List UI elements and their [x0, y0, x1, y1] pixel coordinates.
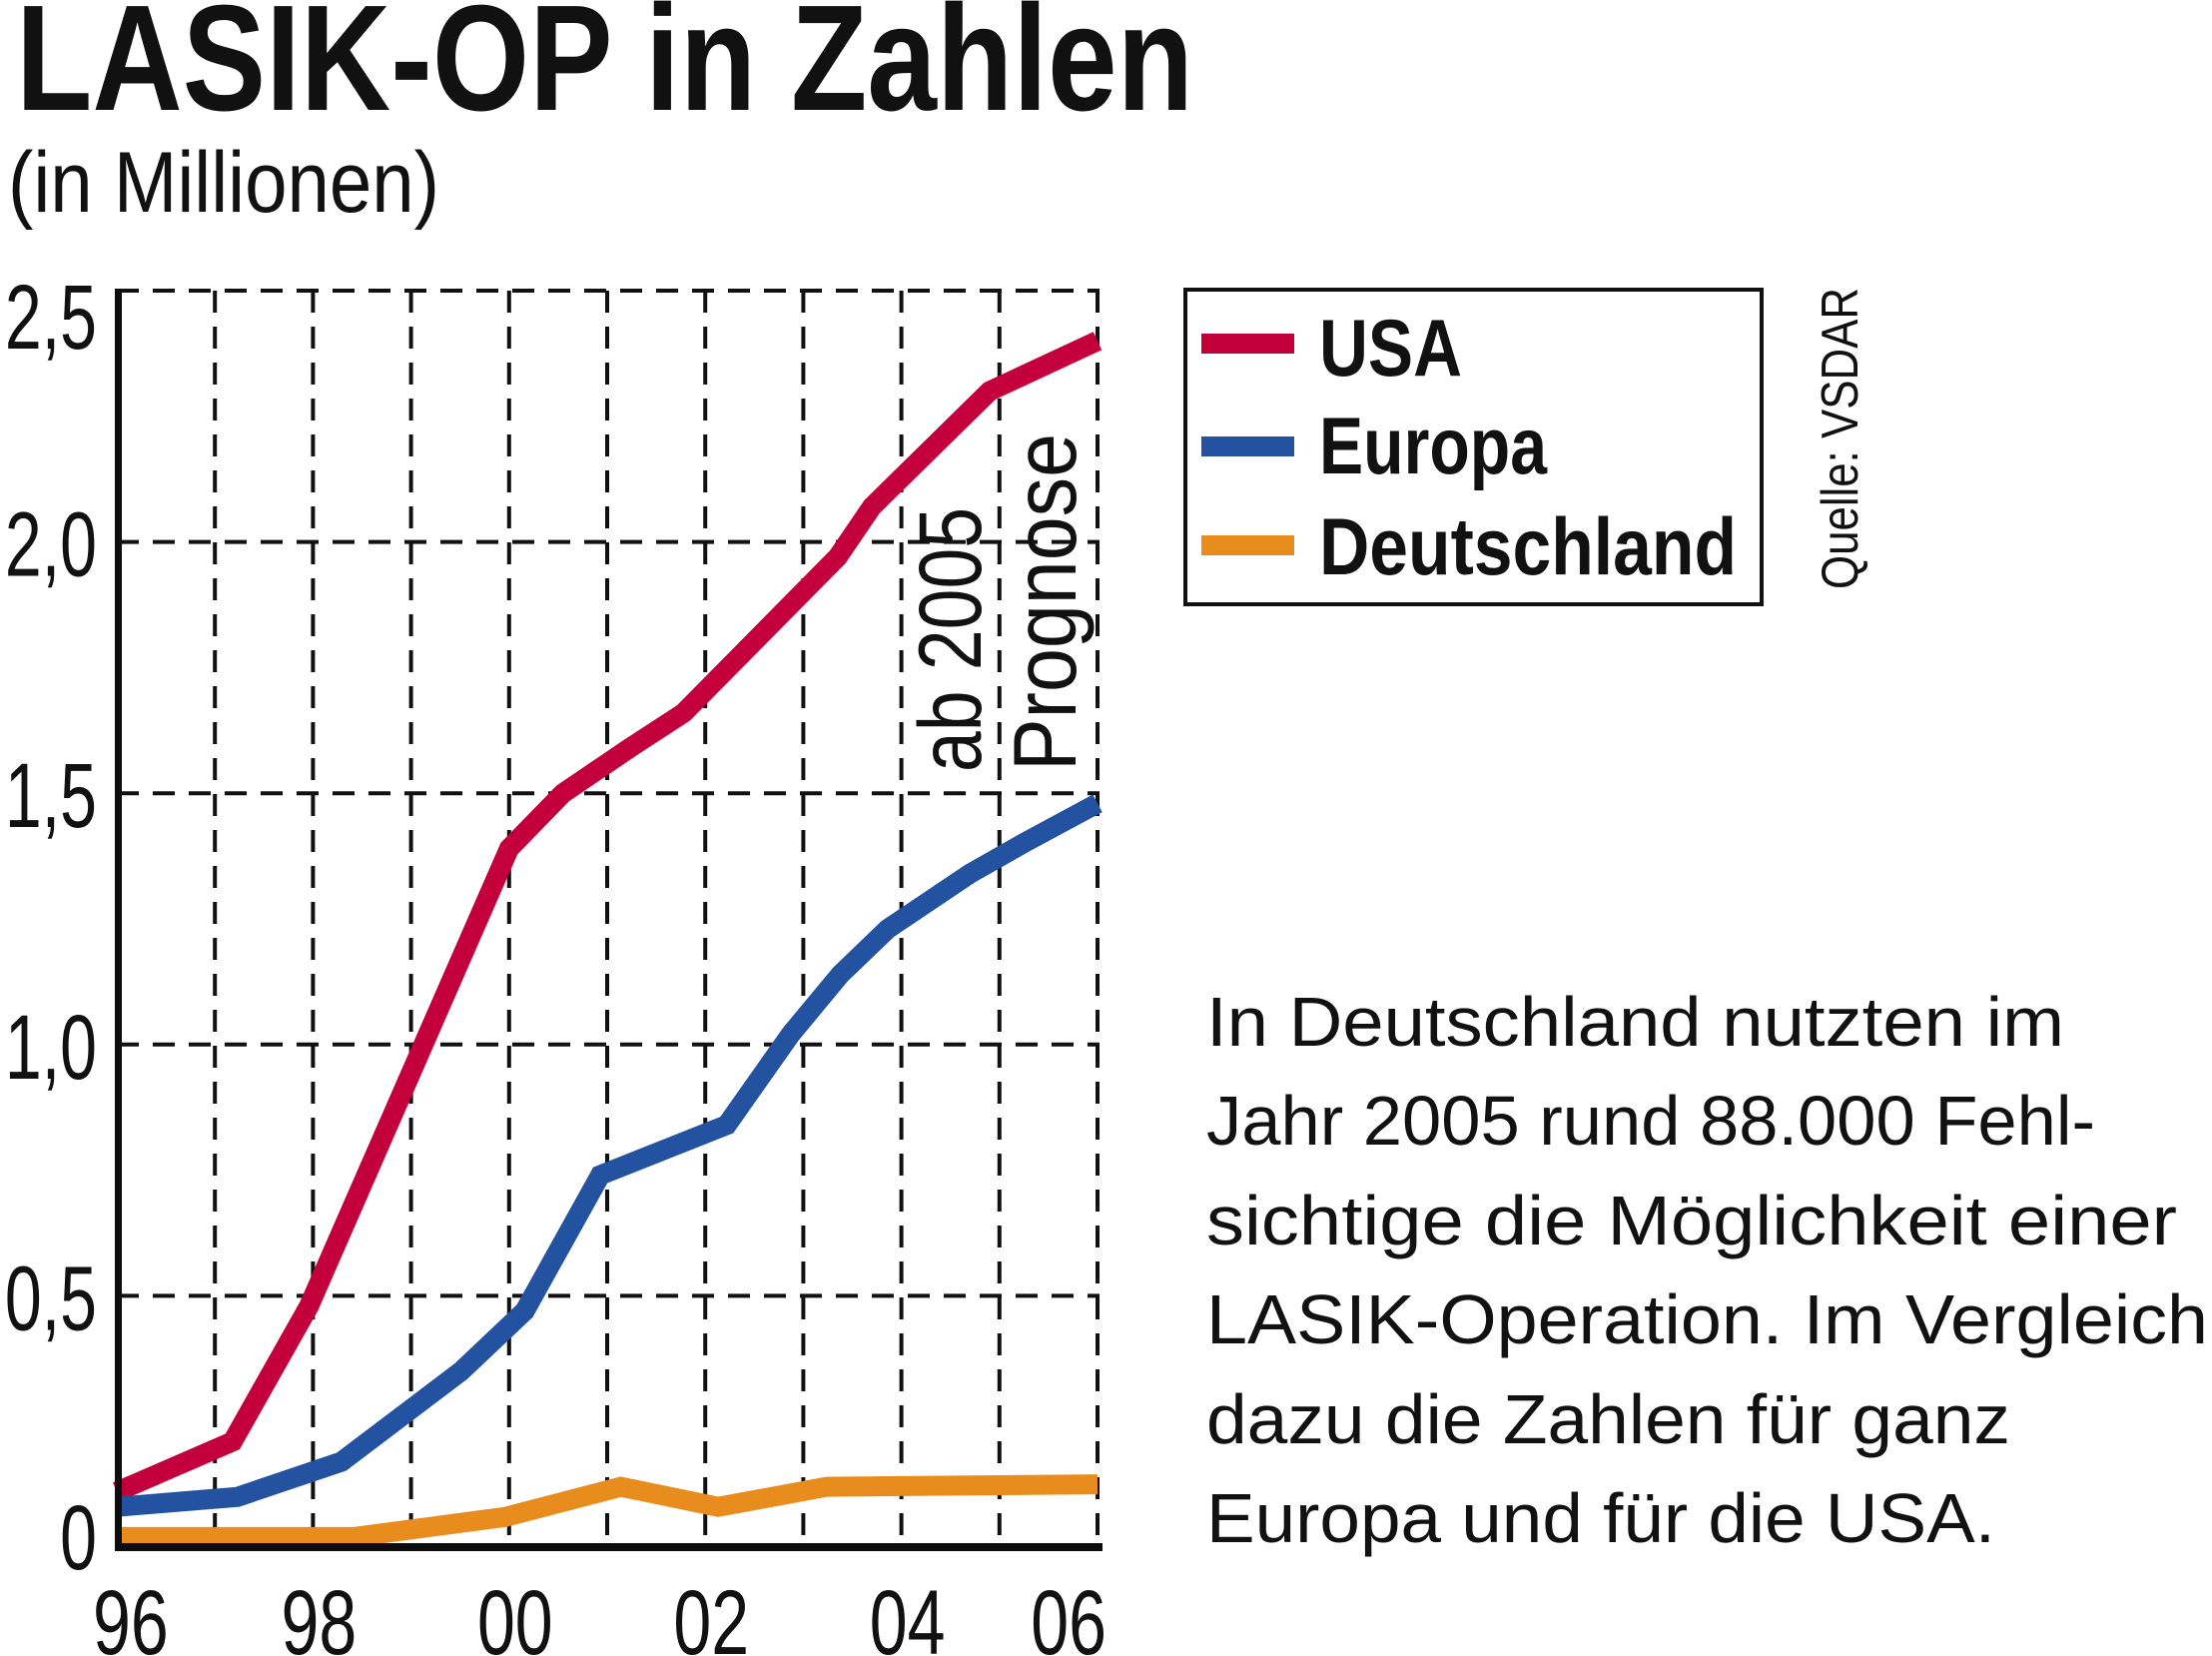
- chart-title: LASIK-OP in Zahlen: [16, 0, 1193, 142]
- caption-line: Europa und für die USA.: [1206, 1479, 1995, 1557]
- forecast-annotation: ab 2005 Prognose: [900, 433, 1095, 772]
- legend-item-usa: USA: [1201, 304, 1462, 394]
- legend-label-europa: Europa: [1319, 402, 1548, 491]
- grid: [117, 289, 1100, 1547]
- series-line-europa: [116, 794, 1103, 1517]
- x-tick-label: 06: [1031, 1572, 1106, 1656]
- x-tick-label: 98: [282, 1572, 358, 1656]
- caption-line: sichtige die Möglichkeit einer: [1206, 1182, 2177, 1259]
- annotation-ab-2005: ab 2005: [900, 507, 1000, 772]
- x-tick-label: 04: [870, 1572, 946, 1656]
- caption-line: Jahr 2005 rund 88.000 Fehl-: [1206, 1082, 2095, 1160]
- series-line-usa: [113, 332, 1103, 1501]
- y-tick-label: 0: [60, 1485, 97, 1588]
- caption-line: dazu die Zahlen für ganz: [1206, 1380, 2010, 1458]
- chart-subtitle: (in Millionen): [8, 135, 439, 231]
- y-tick-labels: 0 0,5 1,0 1,5 2,0 2,5: [5, 265, 97, 1588]
- source-credit: Quelle: VSDAR: [1812, 288, 1869, 589]
- x-tick-labels: 96 98 00 02 04 06: [93, 1572, 1106, 1656]
- y-tick-label: 2,5: [5, 265, 97, 368]
- y-tick-label: 1,5: [5, 743, 97, 846]
- x-tick-label: 96: [93, 1572, 169, 1656]
- caption: In Deutschland nutzten im Jahr 2005 rund…: [1206, 983, 2208, 1557]
- legend-label-usa: USA: [1319, 304, 1462, 394]
- legend-item-deutschland: Deutschland: [1201, 502, 1737, 592]
- x-tick-label: 02: [673, 1572, 749, 1656]
- caption-line: In Deutschland nutzten im: [1206, 983, 2064, 1061]
- y-tick-label: 2,0: [5, 492, 97, 595]
- legend-swatch-europa: [1201, 436, 1294, 456]
- legend-swatch-deutschland: [1201, 535, 1294, 555]
- series-line-deutschland: [117, 1474, 1099, 1547]
- y-tick-label: 1,0: [5, 995, 97, 1098]
- legend-label-deutschland: Deutschland: [1319, 502, 1737, 592]
- series-lines: [113, 332, 1103, 1547]
- legend-swatch-usa: [1201, 334, 1294, 354]
- x-tick-label: 00: [477, 1572, 553, 1656]
- legend-item-europa: Europa: [1201, 402, 1548, 491]
- legend: USA Europa Deutschland: [1183, 288, 1764, 606]
- caption-line: LASIK-Operation. Im Vergleich: [1206, 1280, 2208, 1358]
- y-tick-label: 0,5: [5, 1246, 97, 1349]
- legend-frame: [1183, 288, 1764, 606]
- annotation-prognose: Prognose: [995, 433, 1095, 771]
